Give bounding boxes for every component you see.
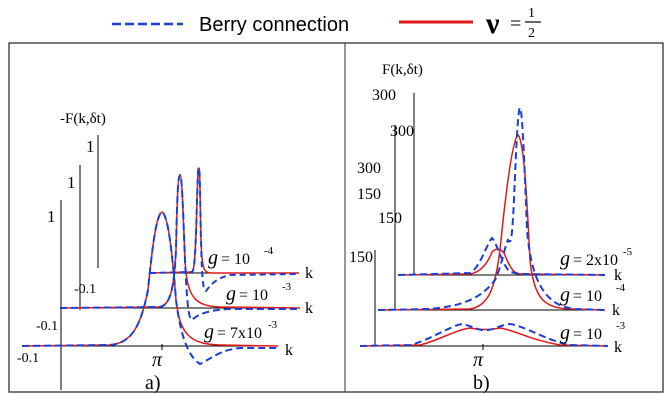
panel-b-blue-curve-1 — [397, 236, 606, 276]
panel-b-ylabel: F(k,δt) — [382, 62, 423, 78]
panel-a-xlabel-1: k — [305, 265, 313, 282]
panel-a-label: a) — [145, 372, 161, 394]
panel-b-xlabel-1: k — [614, 267, 622, 284]
svg-text:= 10: = 10 — [573, 288, 602, 305]
svg-text:g: g — [204, 321, 214, 343]
panel-a-ytick-neg-2: -0.1 — [36, 319, 58, 334]
panel-b: F(k,δt) 300 300 150 300 150 150 k k k g … — [349, 62, 633, 394]
panel-a-ytick-neg-3: -0.1 — [17, 351, 39, 366]
panel-b-xlabel-2: k — [612, 302, 620, 319]
svg-text:-3: -3 — [282, 281, 292, 293]
panel-b-ytick-6: 150 — [349, 249, 373, 266]
nu-legend-symbol: ν — [485, 7, 500, 40]
panel-b-xtick-pi: π — [473, 349, 484, 371]
panel-a-xlabel-3: k — [285, 342, 293, 359]
panel-b-red-curve-3 — [359, 327, 609, 347]
svg-text:-4: -4 — [264, 245, 274, 257]
figure-frame — [8, 42, 664, 393]
panel-a-blue-curve-3 — [21, 210, 278, 366]
panel-a-ylabel: -F(k,δt) — [60, 111, 106, 127]
legend: Berry connection ν = 1 2 — [112, 6, 541, 41]
nu-legend-equals: = — [510, 13, 521, 35]
svg-text:-4: -4 — [616, 282, 626, 294]
svg-text:g: g — [226, 283, 236, 305]
panel-b-blue-curve-3 — [359, 322, 609, 347]
svg-text:= 10: = 10 — [573, 326, 602, 343]
panel-b-label: b) — [473, 372, 490, 394]
panel-a-g-label-1: g = 10 -4 — [208, 245, 274, 269]
panel-a-xtick-pi: π — [152, 349, 163, 371]
svg-text:= 10: = 10 — [239, 287, 268, 304]
svg-text:= 10: = 10 — [221, 251, 250, 268]
panel-a: -F(k,δt) 1 1 1 -0.1 -0.1 -0.1 k k k g = … — [17, 111, 313, 394]
panel-a-g-label-3: g = 7x10 -3 — [204, 319, 278, 343]
panel-a-g-label-2: g = 10 -3 — [226, 281, 292, 305]
panel-a-xlabel-2: k — [305, 300, 313, 317]
nu-legend-num: 1 — [528, 6, 535, 21]
panel-a-ytick-neg-1: -0.1 — [74, 282, 96, 297]
svg-text:= 2x10: = 2x10 — [573, 252, 618, 269]
panel-a-blue-curve-2 — [59, 173, 300, 322]
panel-a-ytick-1: 1 — [86, 137, 95, 156]
panel-b-ytick-1: 300 — [372, 87, 396, 104]
svg-text:g: g — [560, 248, 570, 270]
panel-b-xlabel-3: k — [614, 339, 622, 356]
svg-text:-3: -3 — [268, 319, 278, 331]
panel-a-blue-curve-1 — [149, 166, 300, 293]
nu-legend-den: 2 — [528, 26, 535, 41]
svg-text:-3: -3 — [616, 320, 626, 332]
panel-b-g-label-1: g = 2x10 -5 — [560, 246, 633, 270]
panel-b-ytick-3: 150 — [357, 186, 381, 203]
panel-b-ytick-5: 150 — [378, 210, 402, 227]
svg-text:g: g — [208, 247, 218, 269]
panel-a-ytick-2: 1 — [67, 173, 76, 192]
panel-a-ytick-3: 1 — [47, 207, 56, 226]
panel-b-ytick-4: 300 — [357, 160, 381, 177]
panel-b-g-label-2: g = 10 -4 — [560, 282, 626, 306]
panel-b-red-curve-2 — [377, 134, 606, 311]
svg-text:-5: -5 — [623, 246, 633, 258]
berry-legend-label: Berry connection — [199, 14, 349, 36]
svg-text:g: g — [560, 322, 570, 344]
svg-text:= 7x10: = 7x10 — [217, 325, 262, 342]
svg-text:g: g — [560, 284, 570, 306]
panel-b-blue-curve-2 — [377, 106, 606, 311]
panel-b-g-label-3: g = 10 -3 — [560, 320, 626, 344]
panel-b-ytick-2: 300 — [390, 123, 414, 140]
